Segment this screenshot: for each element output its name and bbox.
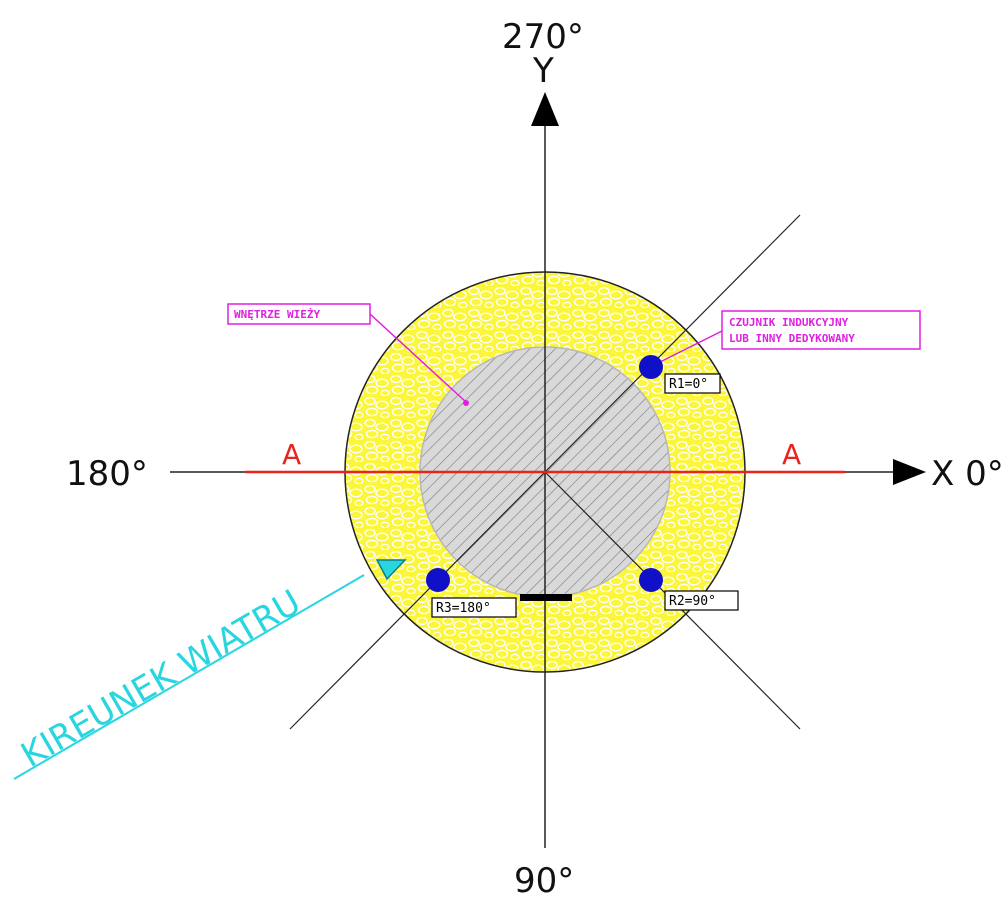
section-label-left: A: [282, 438, 301, 471]
angle-label-left: 180°: [66, 454, 148, 494]
sensor-r1: [639, 355, 663, 379]
sensor-callout-line2: LUB INNY DEDYKOWANY: [729, 332, 855, 345]
sensor-r3: [426, 568, 450, 592]
wind-direction-line: [13, 574, 365, 780]
interior-callout-text: WNĘTRZE WIEŻY: [234, 307, 320, 321]
sensor-r2: [639, 568, 663, 592]
interior-callout-dot: [463, 400, 469, 406]
y-axis-arrowhead: [531, 92, 559, 126]
angle-label-bottom: 90°: [514, 861, 574, 901]
door-marker-bar: [520, 594, 572, 601]
interior-callout-leader: [369, 313, 467, 403]
sensor-callout-leader: [659, 330, 723, 363]
diagonal-line-ne: [544, 214, 801, 473]
sensor-r3-label-box: [431, 597, 517, 618]
angle-label-top: 270°: [502, 17, 584, 57]
section-label-right: A: [782, 438, 801, 471]
sensor-r1-label-box: [664, 373, 721, 394]
sensor-callout-line1: CZUJNIK INDUKCYJNY: [729, 316, 849, 329]
x-axis-arrowhead: [893, 459, 926, 485]
sensor-callout-box: [721, 310, 921, 350]
x-axis-label: X 0°: [931, 454, 1004, 494]
wind-direction-label: KIREUNEK WIATRU: [14, 582, 307, 775]
sensor-r2-label: R2=90°: [669, 594, 716, 609]
diagonal-line-sw: [289, 471, 546, 730]
sensor-r1-label: R1=0°: [669, 377, 708, 392]
wind-direction-triangle: [375, 559, 407, 581]
sensor-r3-label: R3=180°: [436, 601, 491, 616]
sensor-r2-label-box: [664, 590, 739, 611]
y-axis-label: Y: [532, 51, 554, 91]
